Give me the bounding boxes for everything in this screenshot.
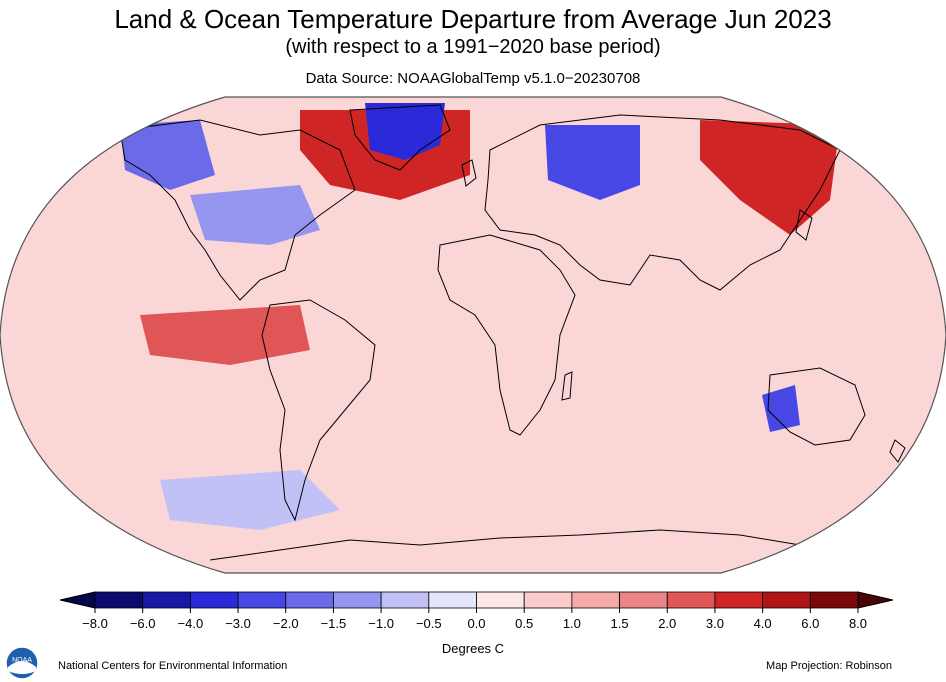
anomaly-region [700,120,840,235]
legend-low-cap [59,591,96,609]
anomaly-region [160,470,340,530]
color-legend: −8.0 −6.0 −4.0 −3.0 −2.0 −1.5 −1.0 −0.5 0.0 0.5 1.… [59,591,894,631]
globe-outline [0,96,946,574]
org-credit: National Centers for Environmental Infor… [58,660,288,672]
legend-tick-label: 2.0 [658,616,676,631]
coastline-africa [437,234,576,436]
legend-tick-label: −3.0 [225,616,251,631]
legend-color-box [237,591,287,609]
legend-color-box [285,591,334,609]
coastline-south-america [261,299,376,522]
legend-color-box [571,591,620,609]
legend-color-box [714,591,764,609]
anomaly-region [120,120,215,190]
map-subtitle: (with respect to a 1991−2020 base period… [285,36,661,58]
legend-color-box [666,591,716,609]
anomaly-region [365,103,445,160]
legend-tick-label: 4.0 [754,616,772,631]
legend-tick-label: −4.0 [178,616,204,631]
legend-tick-label: −2.0 [273,616,299,631]
coastline-eurasia [484,114,841,291]
legend-tick-label: −1.5 [321,616,347,631]
coastline-antarctica [209,529,861,561]
legend-units: Degrees C [441,641,505,656]
anomaly-region [762,385,800,432]
coastline-japan [795,209,813,241]
legend-color-box [762,591,811,609]
legend-tick-label: 1.0 [563,616,581,631]
legend-color-box [380,591,430,609]
coastline-madagascar [561,371,573,401]
coastline-australia [767,367,866,446]
logo-text: NOAA [12,657,32,664]
anomaly-region [545,125,640,200]
anomaly-region [140,305,310,365]
legend-tick-label: 1.5 [611,616,629,631]
anomaly-region [190,185,320,245]
robinson-world-map [0,96,946,574]
legend-color-box [809,591,859,609]
legend-tick-label: −6.0 [130,616,156,631]
legend-color-box [189,591,239,609]
legend-tick-label: −8.0 [82,616,108,631]
legend-tick-label: −1.0 [368,616,394,631]
legend-tick-label: 0.0 [467,616,485,631]
data-source: Data Source: NOAAGlobalTemp v5.1.0−20230… [305,70,641,87]
legend-color-box [142,591,191,609]
legend-tick-label: −0.5 [416,616,442,631]
legend-color-box [333,591,382,609]
map-title: Land & Ocean Temperature Departure from … [114,4,832,34]
legend-color-box [94,591,144,609]
legend-tick-label: 6.0 [801,616,819,631]
projection-label: Map Projection: Robinson [766,660,892,672]
coastline-new-zealand [889,439,906,463]
legend-tick-label: 0.5 [515,616,533,631]
legend-color-box [523,591,573,609]
legend-color-box [619,591,668,609]
coastline-greenland [349,104,451,171]
legend-color-box [476,591,525,609]
legend-tick-label: 8.0 [849,616,867,631]
legend-high-cap [857,591,894,609]
coastline-uk [461,159,477,187]
legend-color-box [428,591,477,609]
noaa-logo: NOAA [5,646,39,680]
coastline-north-america [119,119,356,301]
legend-tick-label: 3.0 [706,616,724,631]
